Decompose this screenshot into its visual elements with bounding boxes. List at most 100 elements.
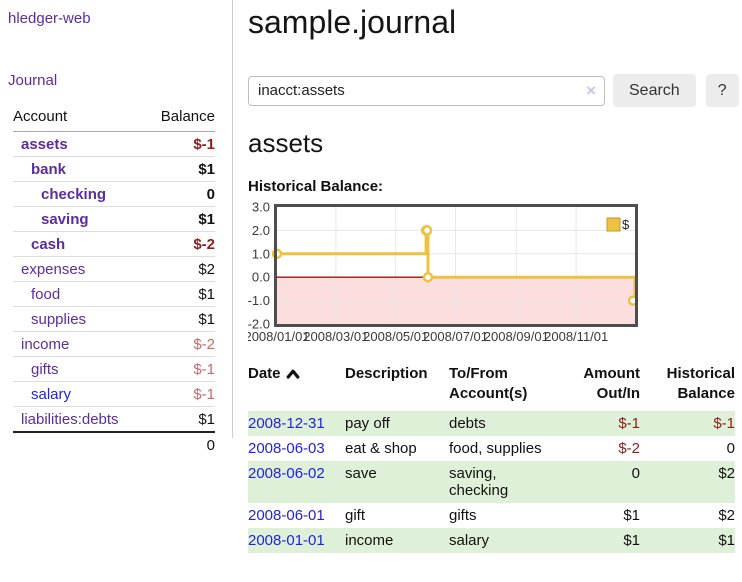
sidebar-account-link[interactable]: liabilities:debts [21,411,119,428]
account-balance: $1 [146,206,215,232]
account-row: liabilities:debts $1 [13,406,215,432]
search-button[interactable]: Search [613,74,696,107]
search-input[interactable] [248,75,605,106]
account-balance: $-1 [193,136,215,153]
txn-col-amount: Amount Out/In [583,365,640,402]
account-balance: $1 [146,306,215,332]
transaction-balance: 0 [726,440,735,457]
account-heading: assets [248,128,324,158]
y-tick-label: -1.0 [248,293,270,308]
transaction-amount: $1 [623,507,640,524]
transaction-row: 2008-12-31 pay off debts $-1 $-1 [248,411,735,436]
transaction-accounts: gifts [449,507,477,524]
account-row: expenses $2 [13,256,215,282]
account-row: income $-2 [13,331,215,357]
transaction-row: 2008-06-02 save saving, checking 0 $2 [248,461,735,503]
account-balance: $-1 [146,381,215,407]
account-balance: $1 [146,156,215,182]
account-row: cash $-2 [13,231,215,257]
transaction-date-link[interactable]: 2008-06-03 [248,440,325,457]
search-help-button[interactable]: ? [705,74,739,107]
sidebar-account-link[interactable]: expenses [21,261,86,278]
x-tick-label: 2008/07/01 [423,329,488,344]
transaction-description: save [345,465,377,482]
sidebar-account-link[interactable]: food [31,286,61,303]
transaction-date-link[interactable]: 2008-06-02 [248,465,325,482]
y-tick-label: 1.0 [252,246,270,261]
sidebar-account-link[interactable]: cash [31,236,66,253]
x-tick-label: 2008/01/01 [248,329,310,344]
txn-col-historical: Historical Balance [666,365,735,402]
sidebar-account-link[interactable]: salary [31,386,72,403]
account-row: checking 0 [13,181,215,207]
accounts-total-row: 0 [13,431,215,458]
legend-swatch [606,217,621,232]
transaction-amount: $1 [623,532,640,549]
txn-col-date[interactable]: Date [248,362,345,411]
accounts-col-balance: Balance [146,108,215,132]
transaction-balance: $2 [718,465,735,482]
account-balance: $1 [146,281,215,307]
account-balance: $-2 [146,331,215,357]
account-row: assets $-1 [13,132,215,157]
sort-asc-icon [286,369,299,379]
plot-border [274,204,638,327]
account-balance: 0 [146,181,215,207]
account-balance: $-1 [146,356,215,382]
transaction-balance: $1 [718,532,735,549]
sidebar-account-link[interactable]: gifts [31,361,59,378]
clear-search-icon[interactable]: × [586,80,596,100]
transaction-accounts: debts [449,415,486,432]
sidebar-account-link[interactable]: bank [31,161,67,178]
legend-label: $ [622,217,630,232]
account-row: supplies $1 [13,306,215,332]
transaction-accounts: food, supplies [449,440,542,457]
sidebar-account-link[interactable]: checking [41,186,107,203]
transaction-amount: $-1 [618,415,640,432]
transaction-row: 2008-06-03 eat & shop food, supplies $-2 0 [248,436,735,461]
data-point-marker [421,225,433,236]
account-row: food $1 [13,281,215,307]
sidebar-account-link[interactable]: saving [41,211,89,228]
sidebar-account-link[interactable]: assets [21,136,68,153]
transaction-description: pay off [345,415,390,432]
account-row: salary $-1 [13,381,215,407]
y-tick-label: 0.0 [252,270,270,285]
transaction-description: income [345,532,394,549]
account-row: bank $1 [13,156,215,182]
search-form: × Search ? [248,74,742,107]
x-tick-label: 2008/03/01 [303,329,368,344]
transaction-amount: $-2 [618,440,640,457]
account-balance: $-2 [146,231,215,257]
historical-balance-chart: 3.0 2.0 1.0 0.0 -1.0 -2.02008/01/012008/03/01… [248,200,639,344]
transaction-accounts: salary [449,532,490,549]
x-tick-label: 2008/05/01 [363,329,428,344]
y-tick-label: 2.0 [252,223,270,238]
txn-col-description: Description [345,365,428,382]
transaction-date-link[interactable]: 2008-12-31 [248,415,325,432]
y-tick-label: 3.0 [252,200,270,215]
transaction-description: gift [345,507,366,524]
main-content: sample.journal × Search ? assets Histori… [248,0,742,553]
accounts-table: Account Balance assets $-1 bank $1 checking 0… [13,108,215,458]
sidebar: hledger-web Journal Account Balance asse… [0,0,233,458]
transaction-date-link[interactable]: 2008-06-01 [248,507,325,524]
x-tick-label: 2008/11/01 [544,329,608,344]
x-tick-label: 2008/09/01 [484,329,549,344]
sidebar-account-link[interactable]: income [21,336,70,353]
sidebar-account-link[interactable]: supplies [31,311,87,328]
chart-title: Historical Balance: [248,178,384,195]
account-row: saving $1 [13,206,215,232]
y-tick-label: -2.0 [248,317,270,332]
txn-col-tofrom: To/From Account(s) [449,365,528,402]
transaction-amount: 0 [631,465,640,482]
app-title-link[interactable]: hledger-web [8,10,91,27]
account-balance: $2 [146,256,215,282]
transaction-balance: $2 [718,507,735,524]
transaction-accounts: saving, checking [449,465,509,499]
transaction-date-link[interactable]: 2008-01-01 [248,532,325,549]
transactions-table: Date Description To/From Account(s) Amou… [248,362,735,553]
sidebar-item-journal[interactable]: Journal [8,72,58,89]
account-balance: $1 [146,406,215,432]
transaction-balance: $-1 [713,415,735,432]
